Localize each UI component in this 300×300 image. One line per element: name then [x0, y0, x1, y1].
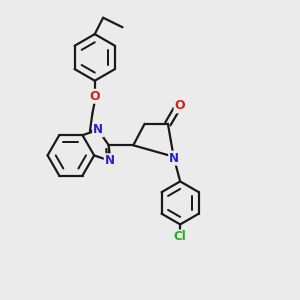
Text: N: N — [105, 154, 115, 167]
Text: O: O — [89, 90, 100, 103]
Text: N: N — [169, 152, 179, 165]
Text: O: O — [175, 99, 185, 112]
Text: N: N — [93, 123, 103, 136]
Text: Cl: Cl — [174, 230, 187, 244]
